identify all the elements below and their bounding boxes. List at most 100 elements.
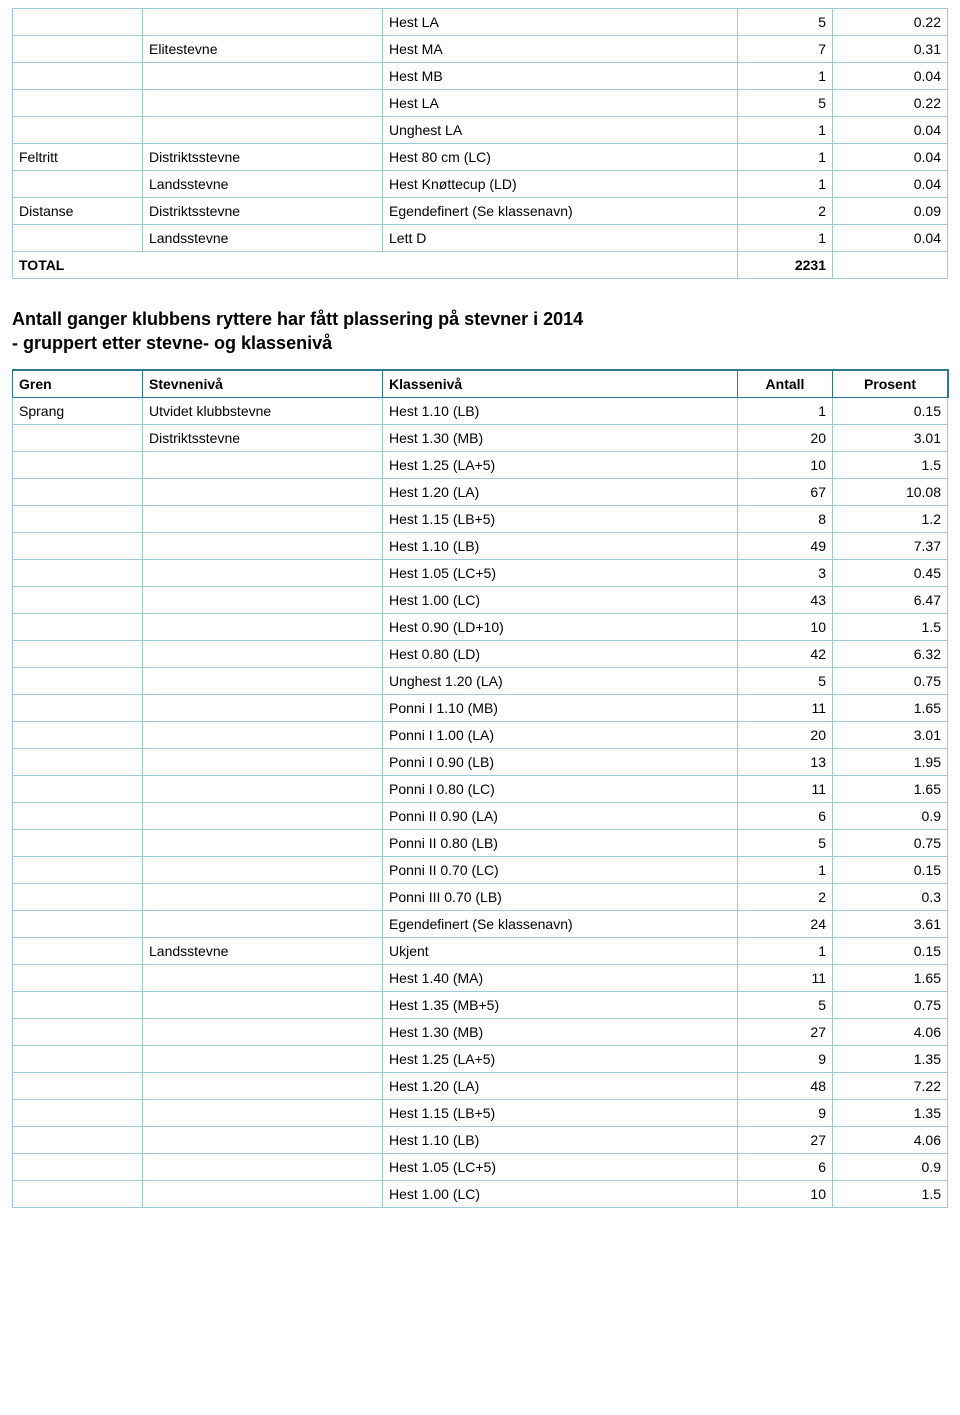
table-row: Hest 1.25 (LA+5)101.5 bbox=[13, 451, 948, 478]
table-cell: 24 bbox=[738, 910, 833, 937]
table-cell: 0.22 bbox=[833, 90, 948, 117]
table-row: Hest 1.15 (LB+5)81.2 bbox=[13, 505, 948, 532]
table-cell: Hest 1.40 (MA) bbox=[383, 964, 738, 991]
table-cell: Hest MA bbox=[383, 36, 738, 63]
table-cell: Ponni I 0.80 (LC) bbox=[383, 775, 738, 802]
table-cell: Hest MB bbox=[383, 63, 738, 90]
table-cell: Unghest 1.20 (LA) bbox=[383, 667, 738, 694]
table-row: Hest 1.05 (LC+5)60.9 bbox=[13, 1153, 948, 1180]
table-cell bbox=[13, 694, 143, 721]
table-cell: 1.65 bbox=[833, 694, 948, 721]
table-row: Hest LA50.22 bbox=[13, 90, 948, 117]
table-cell: 0.15 bbox=[833, 856, 948, 883]
table-cell: 0.75 bbox=[833, 829, 948, 856]
table-cell: 9 bbox=[738, 1045, 833, 1072]
table-cell: 1 bbox=[738, 397, 833, 424]
table-cell bbox=[143, 856, 383, 883]
table-row: Hest 1.40 (MA)111.65 bbox=[13, 964, 948, 991]
table-cell bbox=[143, 1153, 383, 1180]
table-cell bbox=[13, 748, 143, 775]
table-cell: Ponni II 0.70 (LC) bbox=[383, 856, 738, 883]
table-cell bbox=[13, 937, 143, 964]
table-cell bbox=[143, 1018, 383, 1045]
table-cell: 10.08 bbox=[833, 478, 948, 505]
table-cell: 1.65 bbox=[833, 775, 948, 802]
col-header-antall: Antall bbox=[738, 370, 833, 397]
table-cell: 1.35 bbox=[833, 1099, 948, 1126]
table-cell bbox=[143, 451, 383, 478]
col-header-gren: Gren bbox=[13, 370, 143, 397]
table-cell: Hest 1.30 (MB) bbox=[383, 1018, 738, 1045]
table-cell bbox=[143, 559, 383, 586]
section-heading: Antall ganger klubbens ryttere har fått … bbox=[12, 307, 948, 356]
table-cell: Elitestevne bbox=[143, 36, 383, 63]
table-cell bbox=[143, 1099, 383, 1126]
table-cell bbox=[13, 883, 143, 910]
table-row: Hest 1.10 (LB)274.06 bbox=[13, 1126, 948, 1153]
table-cell: 10 bbox=[738, 613, 833, 640]
table-cell: Hest 1.00 (LC) bbox=[383, 586, 738, 613]
table-cell bbox=[13, 1045, 143, 1072]
table-cell: 11 bbox=[738, 775, 833, 802]
total-antall: 2231 bbox=[738, 252, 833, 279]
table-cell bbox=[13, 36, 143, 63]
table-cell: 20 bbox=[738, 721, 833, 748]
table-cell: Hest 1.20 (LA) bbox=[383, 478, 738, 505]
table-row: Hest 1.10 (LB)497.37 bbox=[13, 532, 948, 559]
table-cell: Hest 1.25 (LA+5) bbox=[383, 1045, 738, 1072]
table-cell: 67 bbox=[738, 478, 833, 505]
table-row: Ponni II 0.70 (LC)10.15 bbox=[13, 856, 948, 883]
table-cell: 0.75 bbox=[833, 667, 948, 694]
total-label: TOTAL bbox=[13, 252, 738, 279]
col-header-prosent: Prosent bbox=[833, 370, 948, 397]
table-cell bbox=[13, 1180, 143, 1207]
table-cell bbox=[143, 532, 383, 559]
table-cell: 6 bbox=[738, 1153, 833, 1180]
table-cell bbox=[13, 478, 143, 505]
table-cell: 1.5 bbox=[833, 613, 948, 640]
table-cell: 1 bbox=[738, 144, 833, 171]
table-row: Ponni I 1.00 (LA)203.01 bbox=[13, 721, 948, 748]
table-row: Hest 0.80 (LD)426.32 bbox=[13, 640, 948, 667]
table-cell: Hest 1.15 (LB+5) bbox=[383, 1099, 738, 1126]
table-cell bbox=[143, 802, 383, 829]
table-cell bbox=[143, 748, 383, 775]
total-prosent bbox=[833, 252, 948, 279]
table-cell: 0.15 bbox=[833, 397, 948, 424]
table-cell bbox=[13, 721, 143, 748]
table-cell: Hest 1.15 (LB+5) bbox=[383, 505, 738, 532]
table-cell bbox=[13, 9, 143, 36]
table-cell: Hest 1.20 (LA) bbox=[383, 1072, 738, 1099]
table-cell: Hest 80 cm (LC) bbox=[383, 144, 738, 171]
table-cell bbox=[13, 640, 143, 667]
table-cell: 6 bbox=[738, 802, 833, 829]
table-cell bbox=[13, 90, 143, 117]
table-cell bbox=[13, 991, 143, 1018]
table-cell bbox=[13, 1072, 143, 1099]
table-cell: Hest Knøttecup (LD) bbox=[383, 171, 738, 198]
table-cell: 1.2 bbox=[833, 505, 948, 532]
starts-table-continued: Hest LA50.22ElitestevneHest MA70.31Hest … bbox=[12, 8, 948, 279]
table-cell bbox=[143, 721, 383, 748]
table-cell: 11 bbox=[738, 694, 833, 721]
table-cell: 0.04 bbox=[833, 63, 948, 90]
table-cell bbox=[13, 117, 143, 144]
table-cell: Egendefinert (Se klassenavn) bbox=[383, 910, 738, 937]
table-row: Unghest LA10.04 bbox=[13, 117, 948, 144]
table-cell: 9 bbox=[738, 1099, 833, 1126]
table-cell bbox=[13, 856, 143, 883]
table-cell: Distriktsstevne bbox=[143, 198, 383, 225]
table-cell: Ponni I 1.00 (LA) bbox=[383, 721, 738, 748]
table-row: Ponni II 0.90 (LA)60.9 bbox=[13, 802, 948, 829]
table-row: Hest 1.00 (LC)436.47 bbox=[13, 586, 948, 613]
table-cell: 20 bbox=[738, 424, 833, 451]
table-cell: Hest 1.25 (LA+5) bbox=[383, 451, 738, 478]
section-heading-line1: Antall ganger klubbens ryttere har fått … bbox=[12, 309, 583, 329]
table-cell: 6.32 bbox=[833, 640, 948, 667]
table-cell bbox=[143, 586, 383, 613]
table-row: Hest LA50.22 bbox=[13, 9, 948, 36]
placements-table: Gren Stevnenivå Klassenivå Antall Prosen… bbox=[12, 370, 948, 1208]
table-row: LandsstevneHest Knøttecup (LD)10.04 bbox=[13, 171, 948, 198]
table-cell: Distriktsstevne bbox=[143, 144, 383, 171]
table-cell: 5 bbox=[738, 9, 833, 36]
